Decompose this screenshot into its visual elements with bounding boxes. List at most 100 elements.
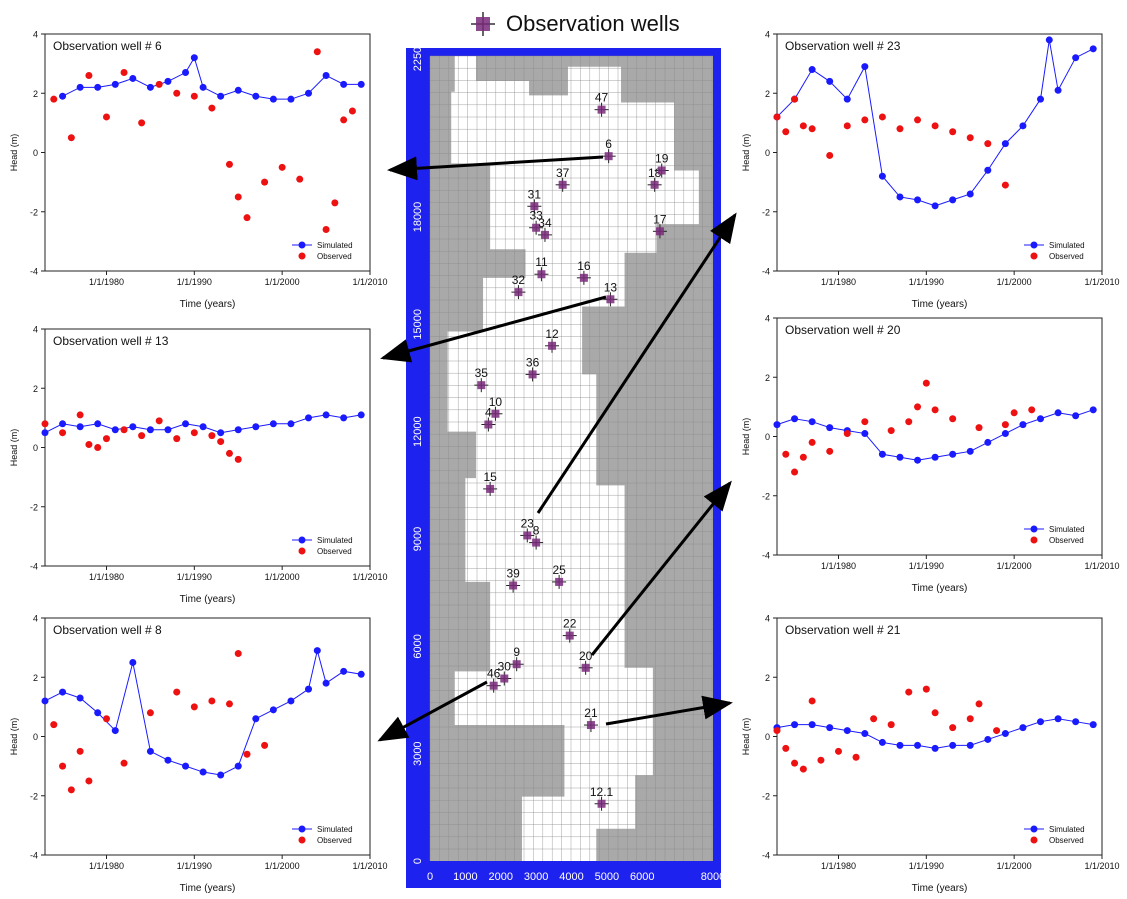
simulated-point: [931, 202, 939, 210]
observed-point: [817, 756, 825, 764]
well-marker-22: [562, 628, 577, 643]
y-tick-label: 2: [765, 89, 770, 99]
y-tick-label: -4: [762, 267, 770, 277]
simulated-point: [878, 450, 886, 458]
simulated-point: [931, 744, 939, 752]
well-label: 21: [584, 706, 598, 720]
well-marker-33: [529, 220, 544, 235]
legend-simulated-marker: [298, 536, 306, 544]
observed-point: [138, 432, 146, 440]
simulated-point: [313, 647, 321, 655]
legend-simulated-marker: [298, 825, 306, 833]
simulated-point: [269, 420, 277, 428]
simulated-point: [966, 741, 974, 749]
observed-point: [852, 753, 860, 761]
legend-observed-marker: [1030, 536, 1038, 544]
map-x-tick-label: 3000: [524, 871, 548, 883]
observed-point: [808, 438, 816, 446]
observed-point: [949, 128, 957, 136]
observed-point: [914, 403, 922, 411]
well-marker-18: [647, 177, 662, 192]
legend-simulated-label: Simulated: [1049, 241, 1085, 250]
well-label: 32: [512, 273, 526, 287]
observed-point: [348, 107, 356, 115]
observed-point: [322, 226, 330, 234]
simulated-point: [791, 721, 799, 729]
well-marker-15: [483, 481, 498, 496]
map-y-tick-label: 12000: [412, 416, 424, 447]
plot-frame: [44, 33, 371, 272]
observed-point: [1001, 181, 1009, 189]
simulated-point: [843, 727, 851, 735]
simulated-point: [966, 190, 974, 198]
x-tick-label: 1/1/1980: [821, 861, 856, 871]
simulated-point: [190, 54, 198, 62]
observed-point: [782, 450, 790, 458]
observed-point: [984, 140, 992, 148]
observed-point: [102, 435, 110, 443]
observed-point: [799, 122, 807, 130]
x-tick-label: 1/1/2010: [352, 277, 387, 287]
y-tick-label: 2: [765, 373, 770, 383]
simulated-point: [269, 706, 277, 714]
arrow-well-8: [377, 680, 488, 742]
simulated-point: [41, 429, 49, 437]
well-marker-20: [578, 660, 593, 675]
simulated-point: [1019, 421, 1027, 429]
legend-simulated-label: Simulated: [317, 536, 353, 545]
legend-simulated-marker: [1030, 525, 1038, 533]
simulated-point: [164, 77, 172, 85]
x-axis-label: Time (years): [912, 583, 968, 594]
x-tick-label: 1/1/1990: [909, 861, 944, 871]
legend-observed-marker: [298, 252, 306, 260]
y-tick-label: 0: [33, 732, 38, 742]
simulated-point: [773, 421, 781, 429]
observed-point: [808, 697, 816, 705]
well-marker-37: [555, 177, 570, 192]
y-tick-label: 2: [33, 673, 38, 683]
observed-point: [949, 415, 957, 423]
well-marker-6: [601, 149, 616, 164]
simulated-point: [234, 86, 242, 94]
observed-point: [243, 214, 251, 222]
simulated-point: [1037, 95, 1045, 103]
simulated-point: [1054, 715, 1062, 723]
simulated-point: [217, 92, 225, 100]
chart-well-6: -4 -2 0 2 4 1/1/1980 1/1/1990 1/1/2000 1/1/2010 H…: [9, 30, 388, 311]
observed-point: [887, 721, 895, 729]
observed-point: [931, 406, 939, 414]
simulated-point: [199, 423, 207, 431]
well-marker-11: [534, 267, 549, 282]
well-marker-30: [497, 671, 512, 686]
observed-point: [102, 715, 110, 723]
legend-observed-marker: [298, 836, 306, 844]
legend-label: Observation wells: [506, 11, 680, 36]
arrow-well-13: [380, 295, 607, 363]
well-marker-34: [537, 227, 552, 242]
well-marker-39: [506, 578, 521, 593]
simulated-point: [182, 762, 190, 770]
y-axis-label: Head (m): [741, 418, 751, 456]
well-label: 35: [475, 366, 489, 380]
simulated-point: [1037, 415, 1045, 423]
observed-point: [67, 134, 75, 142]
observed-point: [905, 418, 913, 426]
observed-point: [773, 727, 781, 735]
simulated-point: [59, 420, 67, 428]
well-marker-19: [654, 163, 669, 178]
well-marker-36: [525, 367, 540, 382]
legend-simulated-label: Simulated: [1049, 825, 1085, 834]
simulated-point: [340, 667, 348, 675]
map-y-tick-label: 3000: [412, 741, 424, 765]
observed-point: [861, 116, 869, 124]
chart-well-20: -4 -2 0 2 4 1/1/1980 1/1/1990 1/1/2000 1/1/2010 H…: [741, 314, 1120, 595]
observed-point: [791, 468, 799, 476]
y-axis-label: Head (m): [9, 134, 19, 172]
simulated-point: [234, 762, 242, 770]
x-tick-label: 1/1/2000: [997, 277, 1032, 287]
well-label: 33: [529, 209, 543, 223]
simulated-point: [826, 424, 834, 432]
observed-point: [76, 747, 84, 755]
well-label: 25: [552, 563, 566, 577]
chart-well-13: -4 -2 0 2 4 1/1/1980 1/1/1990 1/1/2000 1/1/2010 H…: [9, 325, 388, 606]
